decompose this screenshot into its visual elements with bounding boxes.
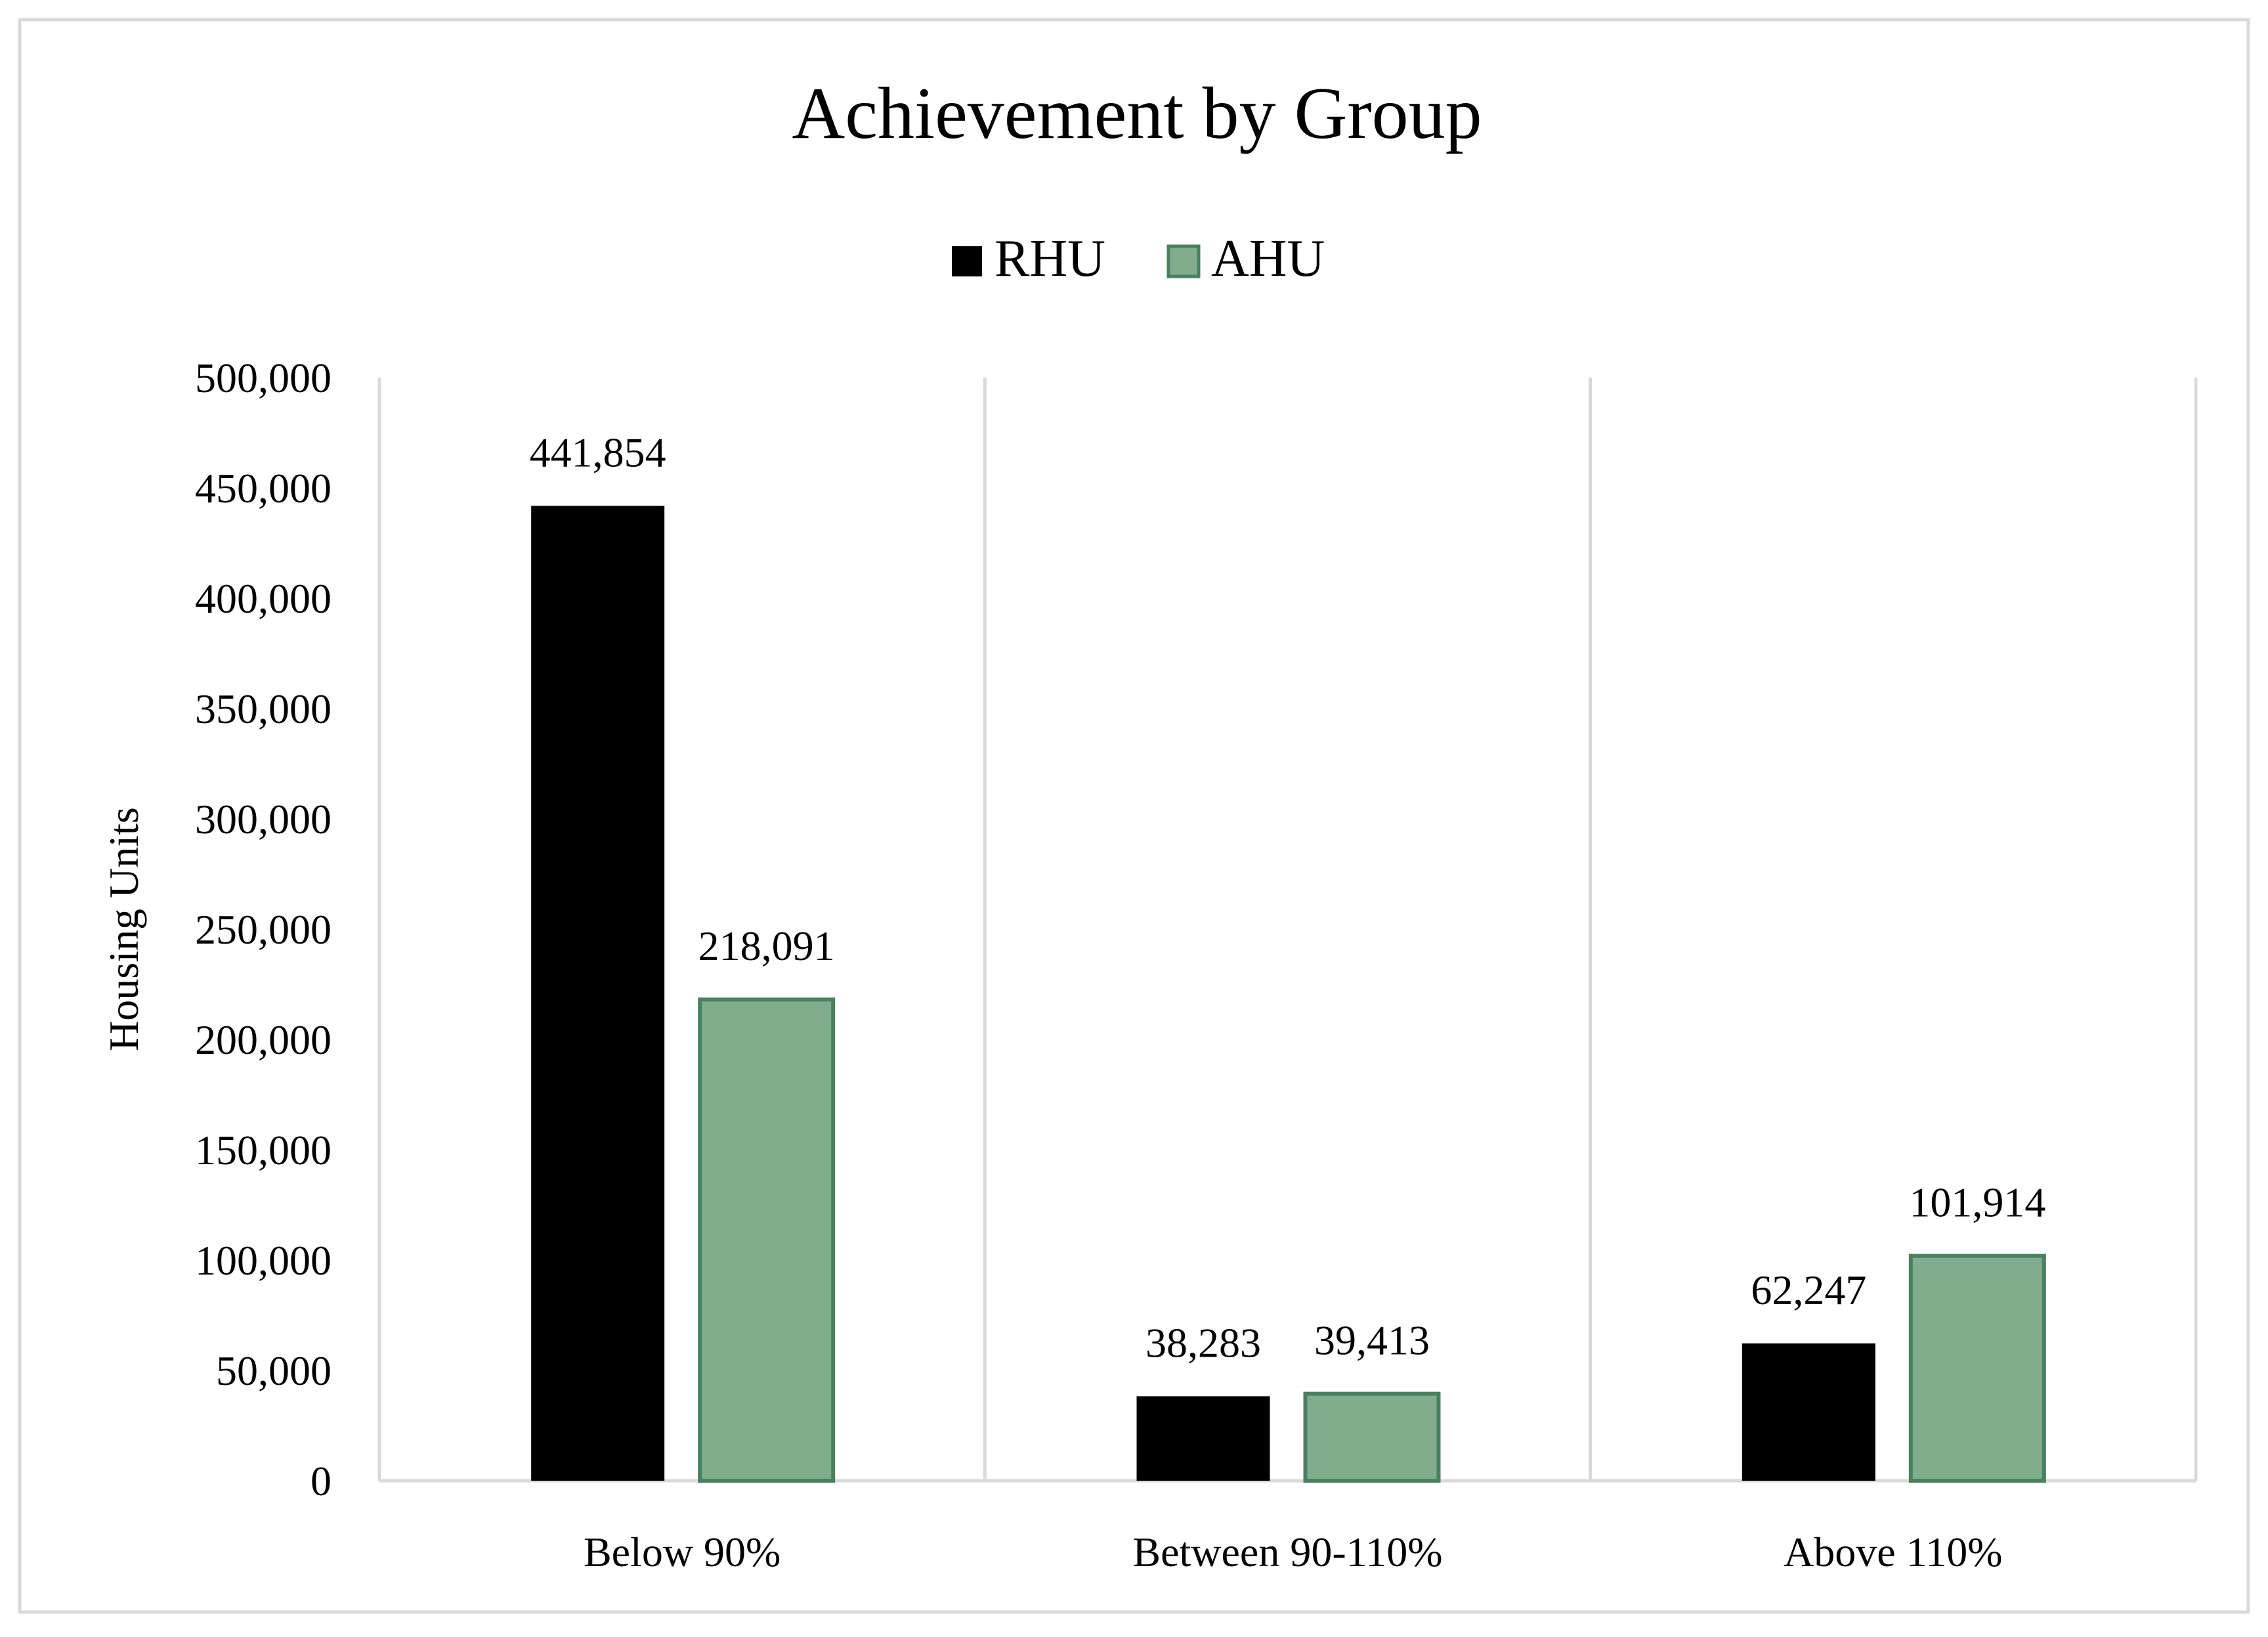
- legend: RHU AHU: [952, 230, 1325, 288]
- y-tick-label: 0: [310, 1458, 332, 1504]
- y-tick-label: 100,000: [195, 1237, 332, 1284]
- data-label-ahu-1: 39,413: [1314, 1317, 1430, 1364]
- bars: [531, 506, 2046, 1483]
- data-label-ahu-0: 218,091: [698, 923, 835, 969]
- legend-swatch-ahu: [1166, 244, 1201, 278]
- chart-border: [18, 18, 2250, 1614]
- bar-ahu-0: [698, 997, 836, 1483]
- y-tick-label: 500,000: [195, 355, 332, 401]
- data-label-rhu-2: 62,247: [1751, 1267, 1866, 1313]
- bar-ahu-2: [1908, 1254, 2046, 1483]
- bar-rhu-2: [1742, 1343, 1875, 1481]
- x-category-label: Above 110%: [1784, 1529, 2003, 1575]
- bar-rhu-1: [1136, 1396, 1270, 1481]
- chart-title: Achievement by Group: [792, 73, 1482, 154]
- legend-label-ahu: AHU: [1211, 230, 1325, 288]
- category-separators: [377, 378, 2198, 1481]
- y-tick-label: 150,000: [195, 1127, 332, 1173]
- y-tick-label: 50,000: [216, 1347, 332, 1394]
- data-label-rhu-1: 38,283: [1145, 1319, 1261, 1366]
- bar-ahu-1: [1303, 1391, 1441, 1483]
- y-tick-label: 350,000: [195, 686, 332, 732]
- y-tick-label: 200,000: [195, 1016, 332, 1063]
- y-tick-label: 400,000: [195, 575, 332, 622]
- bar-rhu-0: [531, 506, 665, 1481]
- y-axis-ticks: 0 50,000 100,000 150,000 200,000 250,000 300,0…: [195, 355, 332, 1504]
- y-tick-label: 300,000: [195, 796, 332, 842]
- x-axis-ticks: Below 90% Between 90-110% Above 110%: [584, 1529, 2003, 1575]
- x-category-label: Below 90%: [584, 1529, 781, 1575]
- y-axis-label: Housing Units: [100, 807, 147, 1051]
- legend-label-rhu: RHU: [995, 230, 1105, 288]
- data-label-rhu-0: 441,854: [530, 429, 666, 475]
- y-tick-label: 250,000: [195, 906, 332, 953]
- x-category-label: Between 90-110%: [1132, 1529, 1442, 1575]
- data-label-ahu-2: 101,914: [1909, 1179, 2045, 1226]
- y-tick-label: 450,000: [195, 465, 332, 512]
- data-labels: 441,854 218,091 38,283 39,413 62,247 101,914: [530, 429, 2046, 1366]
- legend-swatch-rhu: [952, 246, 982, 276]
